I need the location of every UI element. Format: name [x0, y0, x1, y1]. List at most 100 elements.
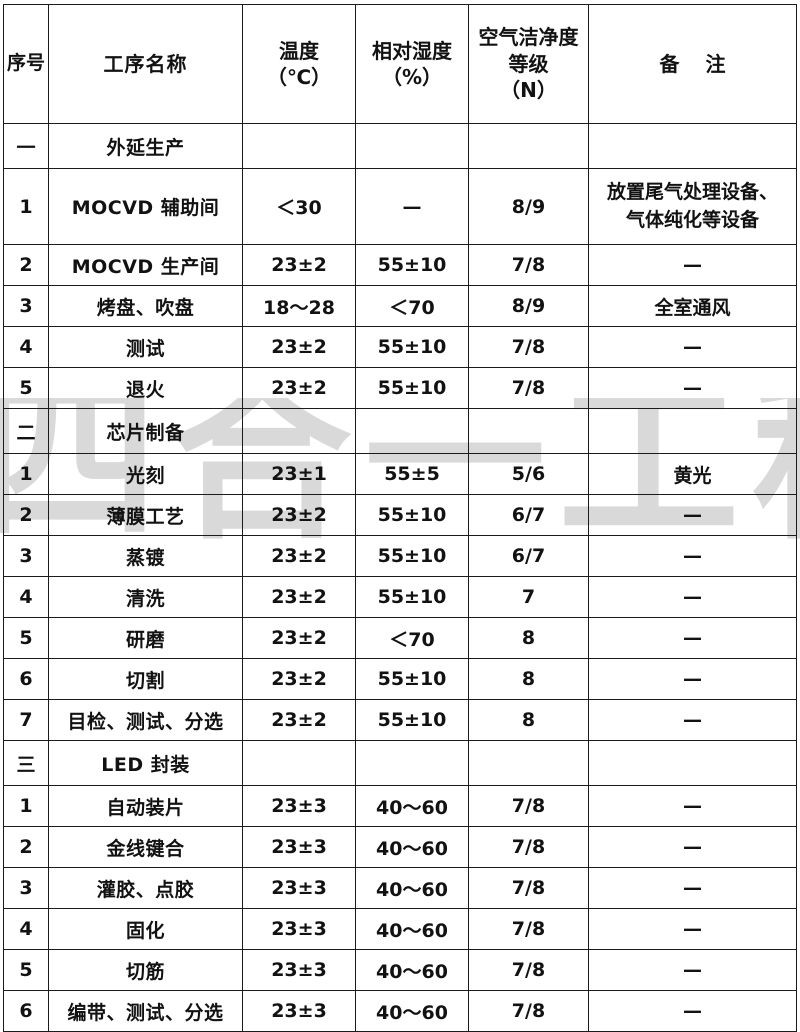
table-row: 2 MOCVD 生产间 23±2 55±10 7/8— — [3, 244, 797, 286]
cell-name: 烤盘、吹盘 — [48, 285, 243, 327]
cell-name: 固化 — [48, 908, 243, 950]
cell-name: 清洗 — [48, 576, 243, 618]
cell-clean: 7/8 — [468, 949, 589, 991]
cell-clean: 7/8 — [468, 326, 589, 368]
table-row: 6 切割 23±2 55±10 8— — [3, 658, 797, 700]
cell-clean: 8 — [468, 617, 589, 659]
table-row: 3 灌胶、点胶 23±3 40～60 7/8— — [3, 867, 797, 909]
table-row: 5 退火 23±2 55±10 7/8— — [3, 367, 797, 409]
cell-hum: 40～60 — [355, 826, 469, 868]
column-header-humidity-line1: 相对湿度 — [372, 38, 452, 63]
table-row: 2 薄膜工艺 23±2 55±10 6/7— — [3, 494, 797, 536]
cell-clean: 7/8 — [468, 785, 589, 827]
cell-name: 自动装片 — [48, 785, 243, 827]
cell-clean: 5/6 — [468, 453, 589, 495]
cell-seq: 一 — [3, 123, 49, 169]
table-header: 序号 工序名称 温度 （℃） 相对湿度 （%） 空气洁净度 等级 （N） 备注 — [3, 4, 797, 124]
cell-clean: 8/9 — [468, 285, 589, 327]
cell-clean: 7/8 — [468, 867, 589, 909]
cell-hum: 40～60 — [355, 949, 469, 991]
cell-remark: 放置尾气处理设备、 气体纯化等设备 — [588, 168, 797, 245]
cell-hum — [355, 408, 469, 454]
cell-remark-line2: 气体纯化等设备 — [625, 208, 759, 231]
cell-name: MOCVD 辅助间 — [48, 168, 243, 245]
column-header-humidity-line2: （%） — [381, 65, 443, 89]
cell-seq: 3 — [3, 535, 49, 577]
cell-seq: 3 — [3, 285, 49, 327]
cell-remark: — — [588, 494, 797, 536]
cell-temp: 23±2 — [242, 576, 356, 618]
cell-clean: 7/8 — [468, 367, 589, 409]
cell-hum: ＜70 — [355, 617, 469, 659]
cell-name: 研磨 — [48, 617, 243, 659]
column-header-cleanliness: 空气洁净度 等级 （N） — [468, 4, 589, 124]
cell-seq: 三 — [3, 740, 49, 786]
cell-temp: 23±1 — [242, 453, 356, 495]
column-header-cleanliness-line1: 空气洁净度 — [478, 25, 579, 50]
cell-name: 切筋 — [48, 949, 243, 991]
cell-remark — [588, 123, 797, 169]
cell-temp — [242, 740, 356, 786]
cell-name: 切割 — [48, 658, 243, 700]
cell-temp: 18～28 — [242, 285, 356, 327]
cell-hum: 55±10 — [355, 367, 469, 409]
table-row: 3 烤盘、吹盘 18～28 ＜70 8/9 全室通风 — [3, 285, 797, 327]
column-header-seq: 序号 — [3, 4, 49, 124]
cell-temp: 23±3 — [242, 990, 356, 1032]
cell-clean: 7 — [468, 576, 589, 618]
cell-hum: 40～60 — [355, 867, 469, 909]
cell-clean: 7/8 — [468, 908, 589, 950]
table-body: 一外延生产 1 MOCVD 辅助间 ＜30—8/9 放置尾气处理设备、 气体纯化等设备 2 M… — [3, 123, 797, 1032]
cell-remark: — — [588, 990, 797, 1032]
cell-clean — [468, 740, 589, 786]
cell-remark: — — [588, 658, 797, 700]
table-row: 7 目检、测试、分选 23±2 55±10 8— — [3, 699, 797, 741]
cell-seq: 6 — [3, 658, 49, 700]
table-row: 1 光刻 23±1 55±5 5/6 黄光 — [3, 453, 797, 495]
cell-seq: 7 — [3, 699, 49, 741]
cell-name: LED 封装 — [48, 740, 243, 786]
cell-temp: 23±3 — [242, 949, 356, 991]
cell-hum: 55±10 — [355, 535, 469, 577]
cell-seq: 5 — [3, 367, 49, 409]
section-row: 一外延生产 — [3, 123, 797, 169]
cell-hum: 40～60 — [355, 785, 469, 827]
cell-seq: 2 — [3, 244, 49, 286]
cell-hum — [355, 123, 469, 169]
cell-remark: — — [588, 826, 797, 868]
cell-remark — [588, 740, 797, 786]
cell-hum: 40～60 — [355, 908, 469, 950]
cell-remark: 黄光 — [588, 453, 797, 495]
cell-temp: 23±3 — [242, 908, 356, 950]
cell-temp: 23±2 — [242, 494, 356, 536]
cell-name: 芯片制备 — [48, 408, 243, 454]
cell-temp: 23±2 — [242, 699, 356, 741]
cell-remark: — — [588, 576, 797, 618]
cell-name: 目检、测试、分选 — [48, 699, 243, 741]
cell-temp: 23±2 — [242, 326, 356, 368]
cell-clean: 8 — [468, 658, 589, 700]
cell-clean: 7/8 — [468, 990, 589, 1032]
cell-seq: 1 — [3, 785, 49, 827]
cell-remark: — — [588, 908, 797, 950]
cell-name: 退火 — [48, 367, 243, 409]
cell-seq: 4 — [3, 326, 49, 368]
table-row: 4 固化 23±3 40～60 7/8— — [3, 908, 797, 950]
cell-remark: — — [588, 785, 797, 827]
cell-clean: 8 — [468, 699, 589, 741]
cell-hum: 40～60 — [355, 990, 469, 1032]
column-header-temperature-line2: （℃） — [266, 65, 332, 89]
cell-remark: — — [588, 326, 797, 368]
cell-temp: 23±2 — [242, 535, 356, 577]
table-row: 1 MOCVD 辅助间 ＜30—8/9 放置尾气处理设备、 气体纯化等设备 — [3, 168, 797, 245]
cell-temp: 23±3 — [242, 785, 356, 827]
cell-temp: 23±3 — [242, 826, 356, 868]
cell-clean: 8/9 — [468, 168, 589, 245]
column-header-cleanliness-line2: 等级 — [508, 51, 549, 76]
cell-temp: ＜30 — [242, 168, 356, 245]
cell-clean: 7/8 — [468, 244, 589, 286]
header-row: 序号 工序名称 温度 （℃） 相对湿度 （%） 空气洁净度 等级 （N） 备注 — [3, 4, 797, 124]
cell-temp: 23±2 — [242, 658, 356, 700]
cell-temp: 23±2 — [242, 367, 356, 409]
cell-clean: 6/7 — [468, 494, 589, 536]
